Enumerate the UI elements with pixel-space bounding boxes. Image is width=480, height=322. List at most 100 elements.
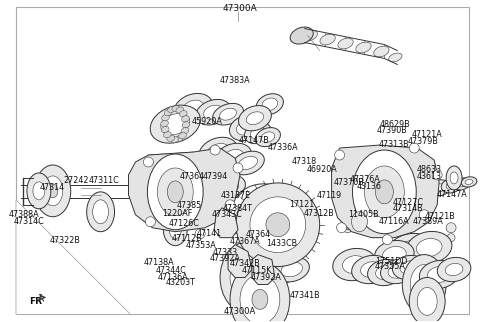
Ellipse shape xyxy=(93,200,108,224)
Text: 47314: 47314 xyxy=(40,183,65,192)
Text: 47312B: 47312B xyxy=(304,209,335,218)
Circle shape xyxy=(233,163,243,173)
Circle shape xyxy=(145,217,156,227)
Text: 48629B: 48629B xyxy=(380,120,411,128)
Ellipse shape xyxy=(182,122,190,128)
Ellipse shape xyxy=(343,256,366,273)
Ellipse shape xyxy=(174,93,213,123)
Ellipse shape xyxy=(420,260,459,289)
Ellipse shape xyxy=(215,143,252,171)
Ellipse shape xyxy=(381,260,414,284)
Ellipse shape xyxy=(255,128,280,147)
Text: 43203T: 43203T xyxy=(165,278,195,287)
Ellipse shape xyxy=(320,34,336,45)
Text: 47343C: 47343C xyxy=(211,210,242,219)
Text: 47127C: 47127C xyxy=(393,197,424,206)
Ellipse shape xyxy=(163,214,187,246)
Ellipse shape xyxy=(256,94,283,115)
Ellipse shape xyxy=(176,107,184,113)
Circle shape xyxy=(396,147,406,157)
Circle shape xyxy=(413,188,421,196)
Ellipse shape xyxy=(374,46,389,57)
Ellipse shape xyxy=(164,131,171,138)
Ellipse shape xyxy=(35,165,71,217)
Ellipse shape xyxy=(250,197,306,252)
Ellipse shape xyxy=(360,262,382,277)
Ellipse shape xyxy=(416,239,442,257)
Text: 47311C: 47311C xyxy=(88,176,119,185)
Text: 47376A: 47376A xyxy=(350,175,381,184)
Text: 47370B: 47370B xyxy=(334,178,364,187)
Ellipse shape xyxy=(333,248,376,281)
Ellipse shape xyxy=(48,184,58,198)
Ellipse shape xyxy=(150,105,200,143)
Circle shape xyxy=(397,158,405,166)
Ellipse shape xyxy=(437,257,471,282)
Ellipse shape xyxy=(281,262,302,277)
Text: 17121: 17121 xyxy=(289,200,315,209)
Text: 47121A: 47121A xyxy=(412,130,443,139)
Ellipse shape xyxy=(181,116,189,122)
Ellipse shape xyxy=(446,166,462,190)
Ellipse shape xyxy=(161,120,168,127)
Polygon shape xyxy=(129,148,240,232)
Text: 1220AF: 1220AF xyxy=(162,209,192,218)
Ellipse shape xyxy=(261,132,275,142)
Polygon shape xyxy=(16,200,131,314)
Ellipse shape xyxy=(220,108,237,120)
Ellipse shape xyxy=(180,110,187,117)
Polygon shape xyxy=(252,255,275,284)
Ellipse shape xyxy=(409,278,445,322)
Circle shape xyxy=(195,229,205,239)
Ellipse shape xyxy=(230,261,290,322)
Text: 47333: 47333 xyxy=(212,248,237,257)
Ellipse shape xyxy=(239,156,258,170)
Text: 47147A: 47147A xyxy=(437,190,468,199)
Ellipse shape xyxy=(168,107,176,113)
Ellipse shape xyxy=(427,180,451,196)
Ellipse shape xyxy=(274,257,310,282)
Ellipse shape xyxy=(375,180,393,204)
Ellipse shape xyxy=(352,150,416,234)
Circle shape xyxy=(350,217,357,223)
Text: 43137E: 43137E xyxy=(221,191,251,200)
Ellipse shape xyxy=(420,183,434,193)
Circle shape xyxy=(432,170,442,180)
Ellipse shape xyxy=(33,182,45,200)
Ellipse shape xyxy=(147,154,203,230)
Text: 47115K: 47115K xyxy=(241,267,272,275)
Text: 47353A: 47353A xyxy=(185,241,216,250)
Text: 47364: 47364 xyxy=(246,230,271,239)
Ellipse shape xyxy=(461,177,477,187)
Ellipse shape xyxy=(220,242,276,313)
Ellipse shape xyxy=(168,181,183,203)
Ellipse shape xyxy=(246,112,264,125)
Ellipse shape xyxy=(157,168,193,216)
Circle shape xyxy=(225,200,235,210)
Text: 47367A: 47367A xyxy=(229,237,260,246)
Text: 47384T: 47384T xyxy=(223,204,252,213)
Ellipse shape xyxy=(352,255,391,284)
Ellipse shape xyxy=(266,263,289,280)
Circle shape xyxy=(142,166,149,174)
Ellipse shape xyxy=(239,106,271,131)
Circle shape xyxy=(383,235,392,245)
Ellipse shape xyxy=(375,265,395,280)
Text: 47314C: 47314C xyxy=(13,217,44,226)
Text: 1433CB: 1433CB xyxy=(266,239,298,248)
Text: FR: FR xyxy=(29,297,42,306)
Ellipse shape xyxy=(402,255,446,314)
Polygon shape xyxy=(332,145,439,238)
Ellipse shape xyxy=(211,175,245,201)
Ellipse shape xyxy=(164,109,172,116)
Text: 47383A: 47383A xyxy=(220,76,251,85)
Text: 47341B: 47341B xyxy=(290,290,320,299)
Text: 47136A: 47136A xyxy=(158,272,189,281)
Circle shape xyxy=(409,143,419,153)
Text: 47390B: 47390B xyxy=(377,126,408,135)
Ellipse shape xyxy=(232,151,264,175)
Text: 47126C: 47126C xyxy=(168,219,200,228)
Text: 47364: 47364 xyxy=(180,172,205,181)
Ellipse shape xyxy=(167,135,175,141)
Ellipse shape xyxy=(427,266,451,283)
